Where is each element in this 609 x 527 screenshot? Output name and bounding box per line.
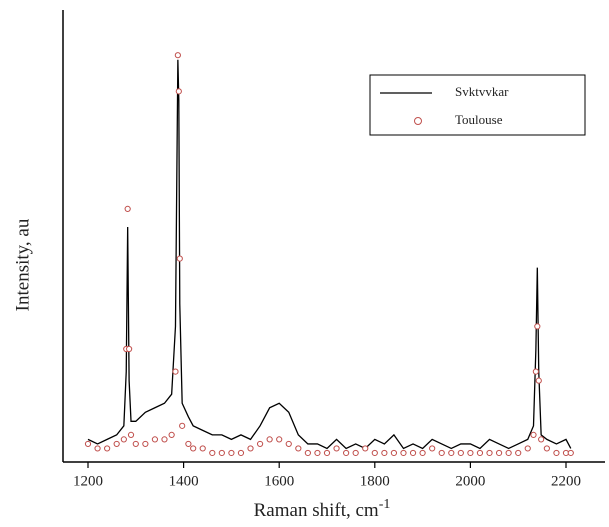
scatter-point — [535, 377, 542, 384]
scatter-point — [285, 440, 292, 448]
scatter-point — [124, 205, 131, 212]
scatter-point — [218, 449, 225, 457]
scatter-point — [142, 440, 149, 448]
scatter-point — [476, 449, 484, 457]
scatter-point — [438, 449, 445, 457]
scatter-point — [553, 449, 560, 457]
scatter-point — [530, 431, 537, 438]
scatter-point — [94, 445, 101, 452]
scatter-point — [174, 52, 181, 59]
scatter-point — [104, 445, 111, 452]
scatter-point — [524, 445, 531, 452]
scatter-point — [175, 88, 182, 95]
scatter-point — [390, 449, 398, 457]
scatter-point — [161, 436, 168, 443]
legend-label: Toulouse — [455, 112, 503, 127]
scatter-point — [429, 445, 436, 452]
scatter-point — [276, 436, 283, 443]
scatter-point — [505, 449, 512, 457]
scatter-point — [343, 449, 350, 457]
scatter-point — [352, 449, 359, 457]
scatter-point — [323, 449, 331, 457]
scatter-point — [486, 449, 493, 457]
scatter-point — [237, 449, 245, 457]
scatter-point — [314, 449, 321, 457]
scatter-point — [538, 436, 545, 443]
scatter-point — [126, 345, 133, 353]
scatter-point — [209, 449, 216, 457]
scatter-point — [113, 440, 120, 448]
scatter-point — [127, 431, 135, 438]
x-label-text: Raman shift, cm — [254, 500, 379, 521]
x-tick-label: 1400 — [169, 473, 199, 489]
x-axis-label: Raman shift, cm-1 — [254, 497, 391, 521]
scatter-point — [567, 449, 574, 457]
scatter-point — [448, 449, 455, 457]
scatter-point — [256, 440, 264, 448]
scatter-point — [176, 255, 183, 262]
spectrum-line — [87, 59, 572, 450]
x-tick-label: 2200 — [551, 473, 581, 489]
scatter-point — [495, 449, 503, 457]
legend-swatch — [414, 117, 422, 125]
y-axis-label: Intensity, au — [12, 218, 33, 311]
scatter-point — [120, 436, 127, 443]
x-tick-label: 1200 — [73, 473, 103, 489]
scatter-point — [333, 445, 340, 452]
scatter-point — [400, 449, 407, 457]
scatter-point — [168, 431, 175, 438]
scatter-point — [199, 445, 206, 452]
scatter-point — [532, 368, 539, 375]
scatter-point — [247, 445, 254, 452]
scatter-point — [534, 323, 541, 330]
scatter-point — [295, 445, 302, 452]
scatter-point — [151, 436, 159, 443]
scatter-point — [381, 449, 388, 457]
x-tick-label: 1600 — [264, 473, 294, 489]
scatter-point — [543, 445, 550, 452]
x-label-sup: -1 — [379, 497, 391, 512]
scatter-point — [228, 449, 235, 457]
scatter-point — [419, 449, 426, 457]
scatter-point — [185, 440, 192, 448]
scatter-point — [179, 422, 186, 429]
scatter-point — [515, 449, 522, 457]
scatter-point — [371, 449, 378, 457]
scatter-point — [409, 449, 417, 457]
scatter-point — [457, 449, 464, 457]
x-tick-label: 1800 — [360, 473, 390, 489]
legend-box — [369, 74, 586, 136]
scatter-point — [172, 368, 179, 375]
scatter-point — [304, 449, 311, 457]
scatter-point — [266, 436, 273, 443]
scatter-point — [84, 440, 92, 448]
scatter-point — [362, 445, 369, 452]
scatter-point — [132, 440, 139, 448]
x-tick-label: 2000 — [455, 473, 485, 489]
legend-label: Svktvvkar — [455, 84, 509, 99]
scatter-point — [467, 449, 474, 457]
scatter-point — [190, 445, 197, 452]
